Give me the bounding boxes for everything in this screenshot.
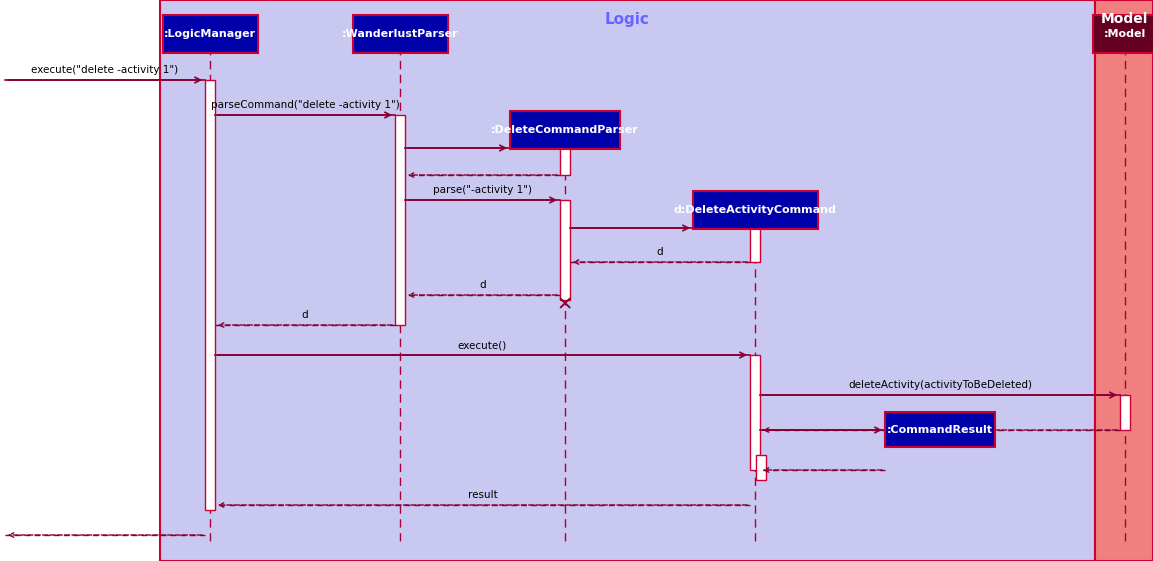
Text: Logic: Logic <box>605 12 650 27</box>
Bar <box>353 15 447 53</box>
Bar <box>749 355 760 470</box>
Bar <box>1120 395 1130 430</box>
Bar <box>560 200 570 300</box>
Text: deleteActivity(activityToBeDeleted): deleteActivity(activityToBeDeleted) <box>847 380 1032 390</box>
Text: :LogicManager: :LogicManager <box>164 29 256 39</box>
Text: :Model: :Model <box>1103 29 1146 39</box>
Text: result: result <box>468 490 497 500</box>
Bar <box>749 228 760 262</box>
Text: :WanderlustParser: :WanderlustParser <box>341 29 458 39</box>
Text: execute("delete -activity 1"): execute("delete -activity 1") <box>31 65 179 75</box>
Text: Model: Model <box>1100 12 1147 26</box>
Text: ✕: ✕ <box>557 296 573 315</box>
Bar <box>886 412 995 447</box>
Bar <box>205 80 214 510</box>
Bar <box>1095 0 1153 561</box>
Text: parseCommand("delete -activity 1"): parseCommand("delete -activity 1") <box>211 100 399 110</box>
Text: :CommandResult: :CommandResult <box>887 425 993 435</box>
Bar <box>510 111 620 149</box>
Bar <box>160 0 1095 561</box>
Bar <box>560 148 570 175</box>
Bar <box>756 455 766 480</box>
Text: :DeleteCommandParser: :DeleteCommandParser <box>491 125 639 135</box>
Bar <box>163 15 257 53</box>
Bar <box>693 191 817 229</box>
Text: d: d <box>480 280 485 290</box>
Text: d: d <box>657 247 663 257</box>
Bar <box>395 115 405 325</box>
Text: execute(): execute() <box>458 340 507 350</box>
Text: d:DeleteActivityCommand: d:DeleteActivityCommand <box>673 205 836 215</box>
Text: d: d <box>302 310 308 320</box>
Text: parse("-activity 1"): parse("-activity 1") <box>434 185 532 195</box>
Bar <box>1093 15 1153 53</box>
